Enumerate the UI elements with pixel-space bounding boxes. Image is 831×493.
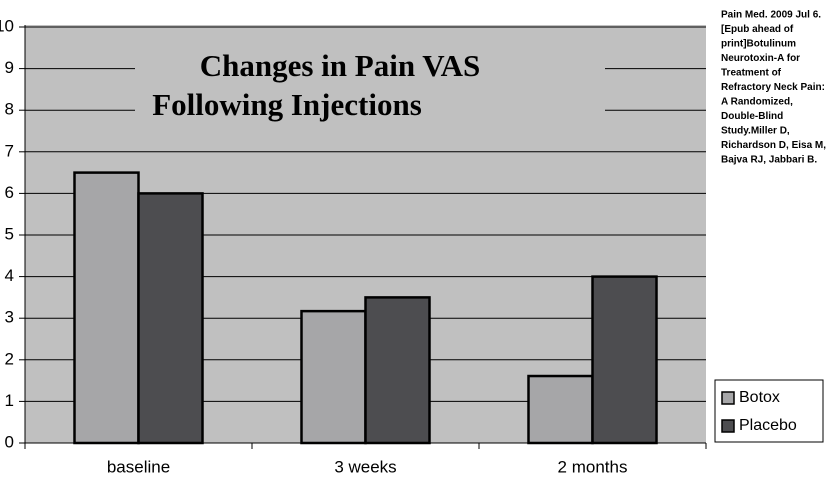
annotation: Double-Blind: [721, 111, 783, 122]
legend-swatch: [721, 391, 735, 405]
y-tick-label: 1: [5, 391, 14, 410]
annotation: [Epub ahead of: [721, 24, 794, 35]
y-tick-label: 5: [5, 224, 14, 243]
legend-swatch: [721, 419, 735, 433]
y-tick-label: 4: [5, 266, 14, 285]
bar: [137, 192, 204, 445]
title-backing: [135, 50, 605, 130]
annotation: Study.Miller D,: [721, 126, 790, 137]
x-tick-label: 3 weeks: [334, 457, 396, 476]
bar: [591, 275, 658, 445]
annotation: Neurotoxin-A for: [721, 53, 800, 64]
legend-label: Placebo: [739, 417, 797, 434]
bar: [73, 171, 140, 445]
chart-title: Following Injections: [152, 87, 422, 122]
annotation: A Randomized,: [721, 97, 793, 108]
y-tick-label: 10: [0, 16, 14, 35]
annotation: print]Botulinum: [721, 39, 796, 50]
y-tick-label: 6: [5, 183, 14, 202]
bar: [364, 296, 431, 445]
y-tick-label: 2: [5, 349, 14, 368]
annotation: Pain Med. 2009 Jul 6.: [721, 10, 821, 21]
annotation: Treatment of: [721, 68, 782, 79]
annotation: Bajva RJ, Jabbari B.: [721, 155, 817, 166]
y-tick-label: 9: [5, 58, 14, 77]
annotation: Richardson D, Eisa M,: [721, 140, 826, 151]
legend-label: Botox: [739, 389, 780, 406]
y-tick-label: 7: [5, 141, 14, 160]
chart-title: Changes in Pain VAS: [200, 48, 481, 83]
x-tick-label: 2 months: [558, 457, 628, 476]
bar: [300, 309, 367, 445]
y-tick-label: 0: [5, 432, 14, 451]
x-tick-label: baseline: [107, 457, 170, 476]
y-tick-label: 3: [5, 308, 14, 327]
y-tick-label: 8: [5, 100, 14, 119]
bar: [527, 374, 594, 445]
annotation: Refractory Neck Pain:: [721, 82, 825, 93]
